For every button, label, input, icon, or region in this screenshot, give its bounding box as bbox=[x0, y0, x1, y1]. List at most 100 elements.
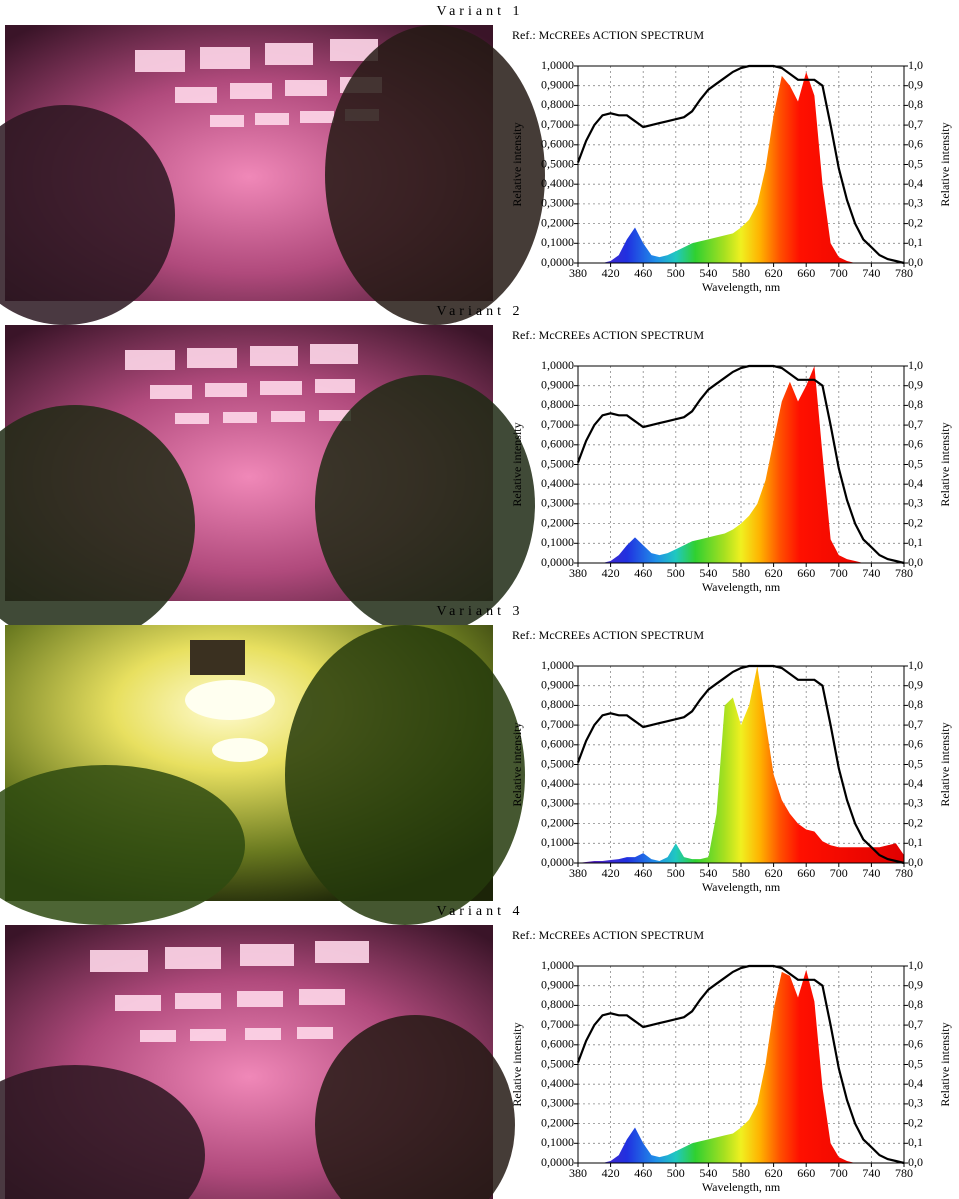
x-tick-label: 500 bbox=[667, 866, 685, 880]
x-tick-label: 580 bbox=[732, 566, 750, 580]
y-tick-label: 1,0000 bbox=[541, 58, 574, 72]
y-tick-label: 0,1000 bbox=[541, 835, 574, 849]
photo bbox=[0, 325, 535, 645]
x-tick-label: 780 bbox=[895, 866, 913, 880]
x-tick-label: 420 bbox=[602, 1166, 620, 1180]
y2-tick-label: 0,6 bbox=[908, 137, 923, 151]
spectrum-area bbox=[578, 666, 904, 863]
y-tick-label: 0,3000 bbox=[541, 196, 574, 210]
y-tick-label: 0,0000 bbox=[541, 1155, 574, 1169]
y-axis-label: Relative intensity bbox=[510, 1022, 524, 1106]
y2-tick-label: 0,7 bbox=[908, 717, 923, 731]
x-tick-label: 460 bbox=[634, 1166, 652, 1180]
y2-tick-label: 0,7 bbox=[908, 1017, 923, 1031]
y2-tick-label: 1,0 bbox=[908, 358, 923, 372]
x-tick-label: 540 bbox=[699, 266, 717, 280]
y2-tick-label: 0,1 bbox=[908, 235, 923, 249]
x-tick-label: 540 bbox=[699, 566, 717, 580]
y-tick-label: 0,6000 bbox=[541, 1037, 574, 1051]
y2-tick-label: 1,0 bbox=[908, 658, 923, 672]
y-tick-label: 0,1000 bbox=[541, 1135, 574, 1149]
y2-tick-label: 0,2 bbox=[908, 815, 923, 829]
x-tick-label: 620 bbox=[765, 866, 783, 880]
x-tick-label: 700 bbox=[830, 1166, 848, 1180]
plot-frame bbox=[577, 665, 905, 864]
y2-tick-label: 0,9 bbox=[908, 377, 923, 391]
y2-tick-label: 0,1 bbox=[908, 535, 923, 549]
y-axis-label: Relative intensity bbox=[510, 422, 524, 506]
y-tick-label: 0,2000 bbox=[541, 215, 574, 229]
x-tick-label: 700 bbox=[830, 866, 848, 880]
y2-tick-label: 0,3 bbox=[908, 796, 923, 810]
x-tick-label: 780 bbox=[895, 1166, 913, 1180]
chart-subtitle: Ref.: McCREEs ACTION SPECTRUM bbox=[512, 328, 704, 342]
y2-tick-label: 0,3 bbox=[908, 496, 923, 510]
x-tick-label: 380 bbox=[569, 266, 587, 280]
x-tick-label: 380 bbox=[569, 1166, 587, 1180]
y-tick-label: 0,0000 bbox=[541, 255, 574, 269]
x-axis-label: Wavelength, nm bbox=[702, 1180, 781, 1194]
chart-subtitle: Ref.: McCREEs ACTION SPECTRUM bbox=[512, 928, 704, 942]
y-tick-label: 0,7000 bbox=[541, 417, 574, 431]
y-tick-label: 0,8000 bbox=[541, 697, 574, 711]
chart-title: Variant 4 bbox=[437, 904, 524, 919]
y2-tick-label: 0,2 bbox=[908, 215, 923, 229]
y2-tick-label: 0,6 bbox=[908, 437, 923, 451]
y-tick-label: 0,8000 bbox=[541, 397, 574, 411]
y2-tick-label: 1,0 bbox=[908, 58, 923, 72]
y-tick-label: 0,8000 bbox=[541, 997, 574, 1011]
y2-tick-label: 0,0 bbox=[908, 1155, 923, 1169]
x-tick-label: 580 bbox=[732, 1166, 750, 1180]
x-tick-label: 780 bbox=[895, 566, 913, 580]
y2-tick-label: 0,1 bbox=[908, 1135, 923, 1149]
y2-axis-label: Relative intensity bbox=[938, 122, 952, 206]
y2-tick-label: 0,3 bbox=[908, 1096, 923, 1110]
y2-tick-label: 0,5 bbox=[908, 456, 923, 470]
chart-subtitle: Ref.: McCREEs ACTION SPECTRUM bbox=[512, 28, 704, 42]
y2-axis-label: Relative intensity bbox=[938, 422, 952, 506]
y-tick-label: 0,4000 bbox=[541, 1076, 574, 1090]
x-tick-label: 500 bbox=[667, 266, 685, 280]
y-tick-label: 0,4000 bbox=[541, 476, 574, 490]
y2-tick-label: 0,2 bbox=[908, 515, 923, 529]
x-tick-label: 540 bbox=[699, 1166, 717, 1180]
x-tick-label: 380 bbox=[569, 566, 587, 580]
y2-axis-label: Relative intensity bbox=[938, 1022, 952, 1106]
y2-tick-label: 0,1 bbox=[908, 835, 923, 849]
plot-frame bbox=[577, 965, 905, 1164]
x-tick-label: 580 bbox=[732, 866, 750, 880]
y-axis-label: Relative intensity bbox=[510, 122, 524, 206]
y2-tick-label: 0,4 bbox=[908, 476, 923, 490]
y2-tick-label: 0,7 bbox=[908, 417, 923, 431]
y2-tick-label: 0,7 bbox=[908, 117, 923, 131]
x-tick-label: 740 bbox=[862, 566, 880, 580]
y2-tick-label: 0,5 bbox=[908, 1056, 923, 1070]
y2-tick-label: 0,0 bbox=[908, 555, 923, 569]
x-tick-label: 660 bbox=[797, 866, 815, 880]
y-tick-label: 0,5000 bbox=[541, 756, 574, 770]
y2-tick-label: 0,9 bbox=[908, 977, 923, 991]
y2-tick-label: 0,8 bbox=[908, 397, 923, 411]
y2-tick-label: 0,8 bbox=[908, 697, 923, 711]
y2-axis-label: Relative intensity bbox=[938, 722, 952, 806]
spectrum-area bbox=[578, 366, 904, 563]
spectrum-area bbox=[578, 71, 904, 264]
x-tick-label: 740 bbox=[862, 266, 880, 280]
y2-tick-label: 0,0 bbox=[908, 255, 923, 269]
y2-tick-label: 1,0 bbox=[908, 958, 923, 972]
y-tick-label: 0,7000 bbox=[541, 717, 574, 731]
x-axis-label: Wavelength, nm bbox=[702, 880, 781, 894]
y-tick-label: 0,9000 bbox=[541, 677, 574, 691]
x-tick-label: 740 bbox=[862, 1166, 880, 1180]
plot-frame bbox=[577, 65, 905, 264]
chart-subtitle: Ref.: McCREEs ACTION SPECTRUM bbox=[512, 628, 704, 642]
y-tick-label: 0,1000 bbox=[541, 235, 574, 249]
reference-line bbox=[576, 64, 905, 265]
x-tick-label: 540 bbox=[699, 866, 717, 880]
x-tick-label: 420 bbox=[602, 566, 620, 580]
plot-frame bbox=[577, 365, 905, 564]
y2-tick-label: 0,9 bbox=[908, 77, 923, 91]
x-tick-label: 580 bbox=[732, 266, 750, 280]
y2-tick-label: 0,8 bbox=[908, 997, 923, 1011]
spectrum-area bbox=[578, 969, 904, 1163]
